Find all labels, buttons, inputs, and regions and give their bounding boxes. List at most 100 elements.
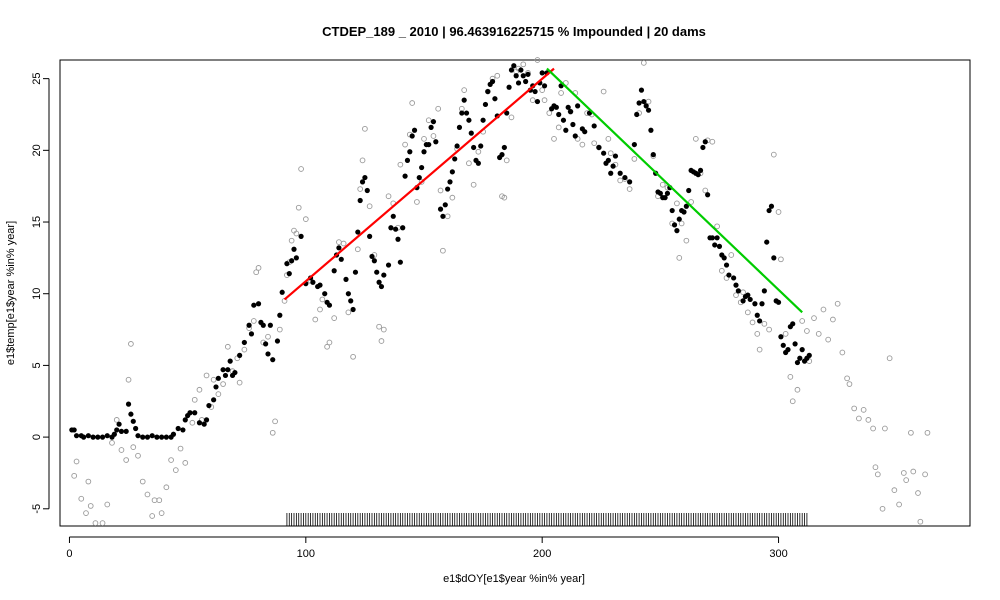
black-point xyxy=(532,88,538,95)
gray-point xyxy=(718,267,725,274)
black-point xyxy=(480,117,486,123)
black-point xyxy=(622,174,628,181)
gray-point xyxy=(402,141,408,148)
gray-point xyxy=(163,484,170,491)
black-point xyxy=(437,206,444,212)
gray-point xyxy=(910,468,917,475)
gray-point xyxy=(546,110,553,116)
black-point xyxy=(125,401,132,407)
black-point xyxy=(752,301,758,307)
black-point xyxy=(404,157,411,163)
gray-point xyxy=(541,97,548,103)
gray-point xyxy=(461,87,468,93)
black-point xyxy=(336,245,342,251)
x-tick-label: 100 xyxy=(297,548,315,560)
gray-point xyxy=(128,341,134,347)
gray-point xyxy=(109,439,115,446)
gray-point xyxy=(466,160,472,167)
black-point xyxy=(248,331,255,337)
black-point xyxy=(508,67,515,73)
black-point xyxy=(381,272,387,278)
gray-point xyxy=(733,292,739,299)
black-point xyxy=(771,255,777,261)
gray-point xyxy=(539,87,546,93)
gray-point xyxy=(324,343,330,350)
gray-point xyxy=(345,309,352,316)
gray-point xyxy=(203,372,210,379)
gray-point xyxy=(915,490,921,496)
gray-point xyxy=(879,505,886,512)
black-point xyxy=(608,170,614,176)
gray-point xyxy=(331,315,338,321)
gray-point xyxy=(600,88,607,95)
black-point xyxy=(196,420,203,426)
black-point xyxy=(411,127,418,133)
gray-point xyxy=(177,445,184,452)
black-point xyxy=(277,312,283,318)
gray-point xyxy=(900,470,907,476)
gray-point xyxy=(71,472,78,479)
gray-point xyxy=(804,328,810,334)
black-point xyxy=(499,152,505,158)
gray-point xyxy=(366,203,373,210)
gray-point xyxy=(397,161,404,168)
gray-point xyxy=(709,138,716,145)
black-point xyxy=(631,141,637,148)
gray-point xyxy=(674,200,680,207)
black-point xyxy=(766,207,772,214)
gray-point xyxy=(99,520,106,526)
gray-point xyxy=(458,105,465,112)
black-point xyxy=(201,421,207,427)
gray-point xyxy=(380,326,387,333)
gray-point xyxy=(692,136,699,142)
black-point xyxy=(180,427,186,433)
gray-point xyxy=(908,429,914,436)
black-point xyxy=(714,235,720,241)
gray-point xyxy=(844,375,850,382)
black-point xyxy=(721,255,727,261)
black-point xyxy=(442,202,448,208)
gray-point xyxy=(269,429,276,436)
gray-point xyxy=(210,376,217,383)
gray-point xyxy=(83,510,89,516)
gray-point xyxy=(385,193,392,200)
gray-point xyxy=(678,220,685,227)
black-point xyxy=(286,271,292,277)
black-point xyxy=(270,357,276,363)
black-point xyxy=(367,233,373,239)
black-point xyxy=(648,127,654,133)
black-point xyxy=(697,167,704,174)
gray-point xyxy=(820,306,827,313)
black-point xyxy=(471,144,477,151)
black-point xyxy=(520,73,526,79)
black-point xyxy=(331,268,337,274)
black-point xyxy=(575,103,581,109)
black-point xyxy=(397,259,403,265)
black-point xyxy=(232,369,238,376)
y-tick-label: 20 xyxy=(31,144,43,156)
gray-point xyxy=(891,487,898,494)
black-point xyxy=(206,402,212,409)
gray-point xyxy=(350,353,356,360)
gray-point xyxy=(135,452,141,459)
black-point xyxy=(211,397,217,403)
gray-point xyxy=(470,181,477,188)
black-point xyxy=(159,434,165,440)
gray-point xyxy=(265,333,271,340)
fit-line-red xyxy=(283,67,555,301)
x-axis: 0 100 200 300 xyxy=(66,536,788,560)
black-point xyxy=(140,434,146,440)
gray-point xyxy=(87,503,94,509)
black-point xyxy=(518,67,524,73)
black-point xyxy=(638,87,645,93)
black-point xyxy=(712,242,718,248)
gray-point xyxy=(903,477,910,483)
black-point xyxy=(260,322,266,328)
y-axis-label: e1$temp[e1$year %in% year] xyxy=(5,221,17,365)
black-point xyxy=(806,352,812,358)
gray-point xyxy=(789,398,796,405)
x-tick-label: 300 xyxy=(769,548,787,560)
black-point xyxy=(123,428,129,434)
y-tick-label: 15 xyxy=(31,216,43,228)
black-point xyxy=(298,233,304,239)
